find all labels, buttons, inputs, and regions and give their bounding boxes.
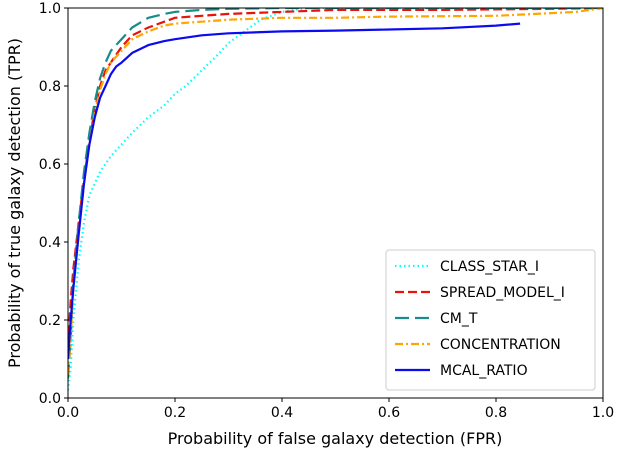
ticks-layer: 0.0 0.2 0.4 0.6 0.8 1.0 0.0 0.2 0.4 0.6 0.8 1.0 [39,1,614,421]
x-tick-label: 0.8 [485,405,507,421]
series-line-class-star-i [68,8,603,391]
legend-frame [385,249,596,391]
x-axis-label: Probability of false galaxy detection (F… [168,429,503,448]
legend-label: CM_T [440,311,478,327]
x-tick-label: 0.0 [57,405,79,421]
y-tick-label: 0.4 [39,235,61,251]
series-line-mcal-ratio [68,22,521,360]
x-tick-label: 0.4 [271,405,293,421]
legend: CLASS_STAR_I SPREAD_MODEL_I CM_T CONCENTRAT… [385,249,596,391]
legend-label: SPREAD_MODEL_I [440,285,565,301]
legend-label: CLASS_STAR_I [440,259,539,275]
y-tick-label: 0.2 [39,313,61,329]
legend-label: MCAL_RATIO [440,363,528,379]
series-line-cm-t [68,8,603,379]
plot-frame [67,7,604,399]
y-tick-label: 0.8 [39,79,61,95]
series-line-concentration [68,8,603,375]
y-tick-label: 0.6 [39,157,61,173]
series-layer [68,8,603,391]
x-tick-label: 1.0 [592,405,614,421]
legend-label: CONCENTRATION [440,337,561,353]
x-tick-label: 0.6 [378,405,400,421]
y-tick-label: 1.0 [39,1,61,17]
x-tick-label: 0.2 [164,405,186,421]
y-tick-label: 0.0 [39,391,61,407]
y-axis-label: Probability of true galaxy detection (TP… [5,38,24,368]
